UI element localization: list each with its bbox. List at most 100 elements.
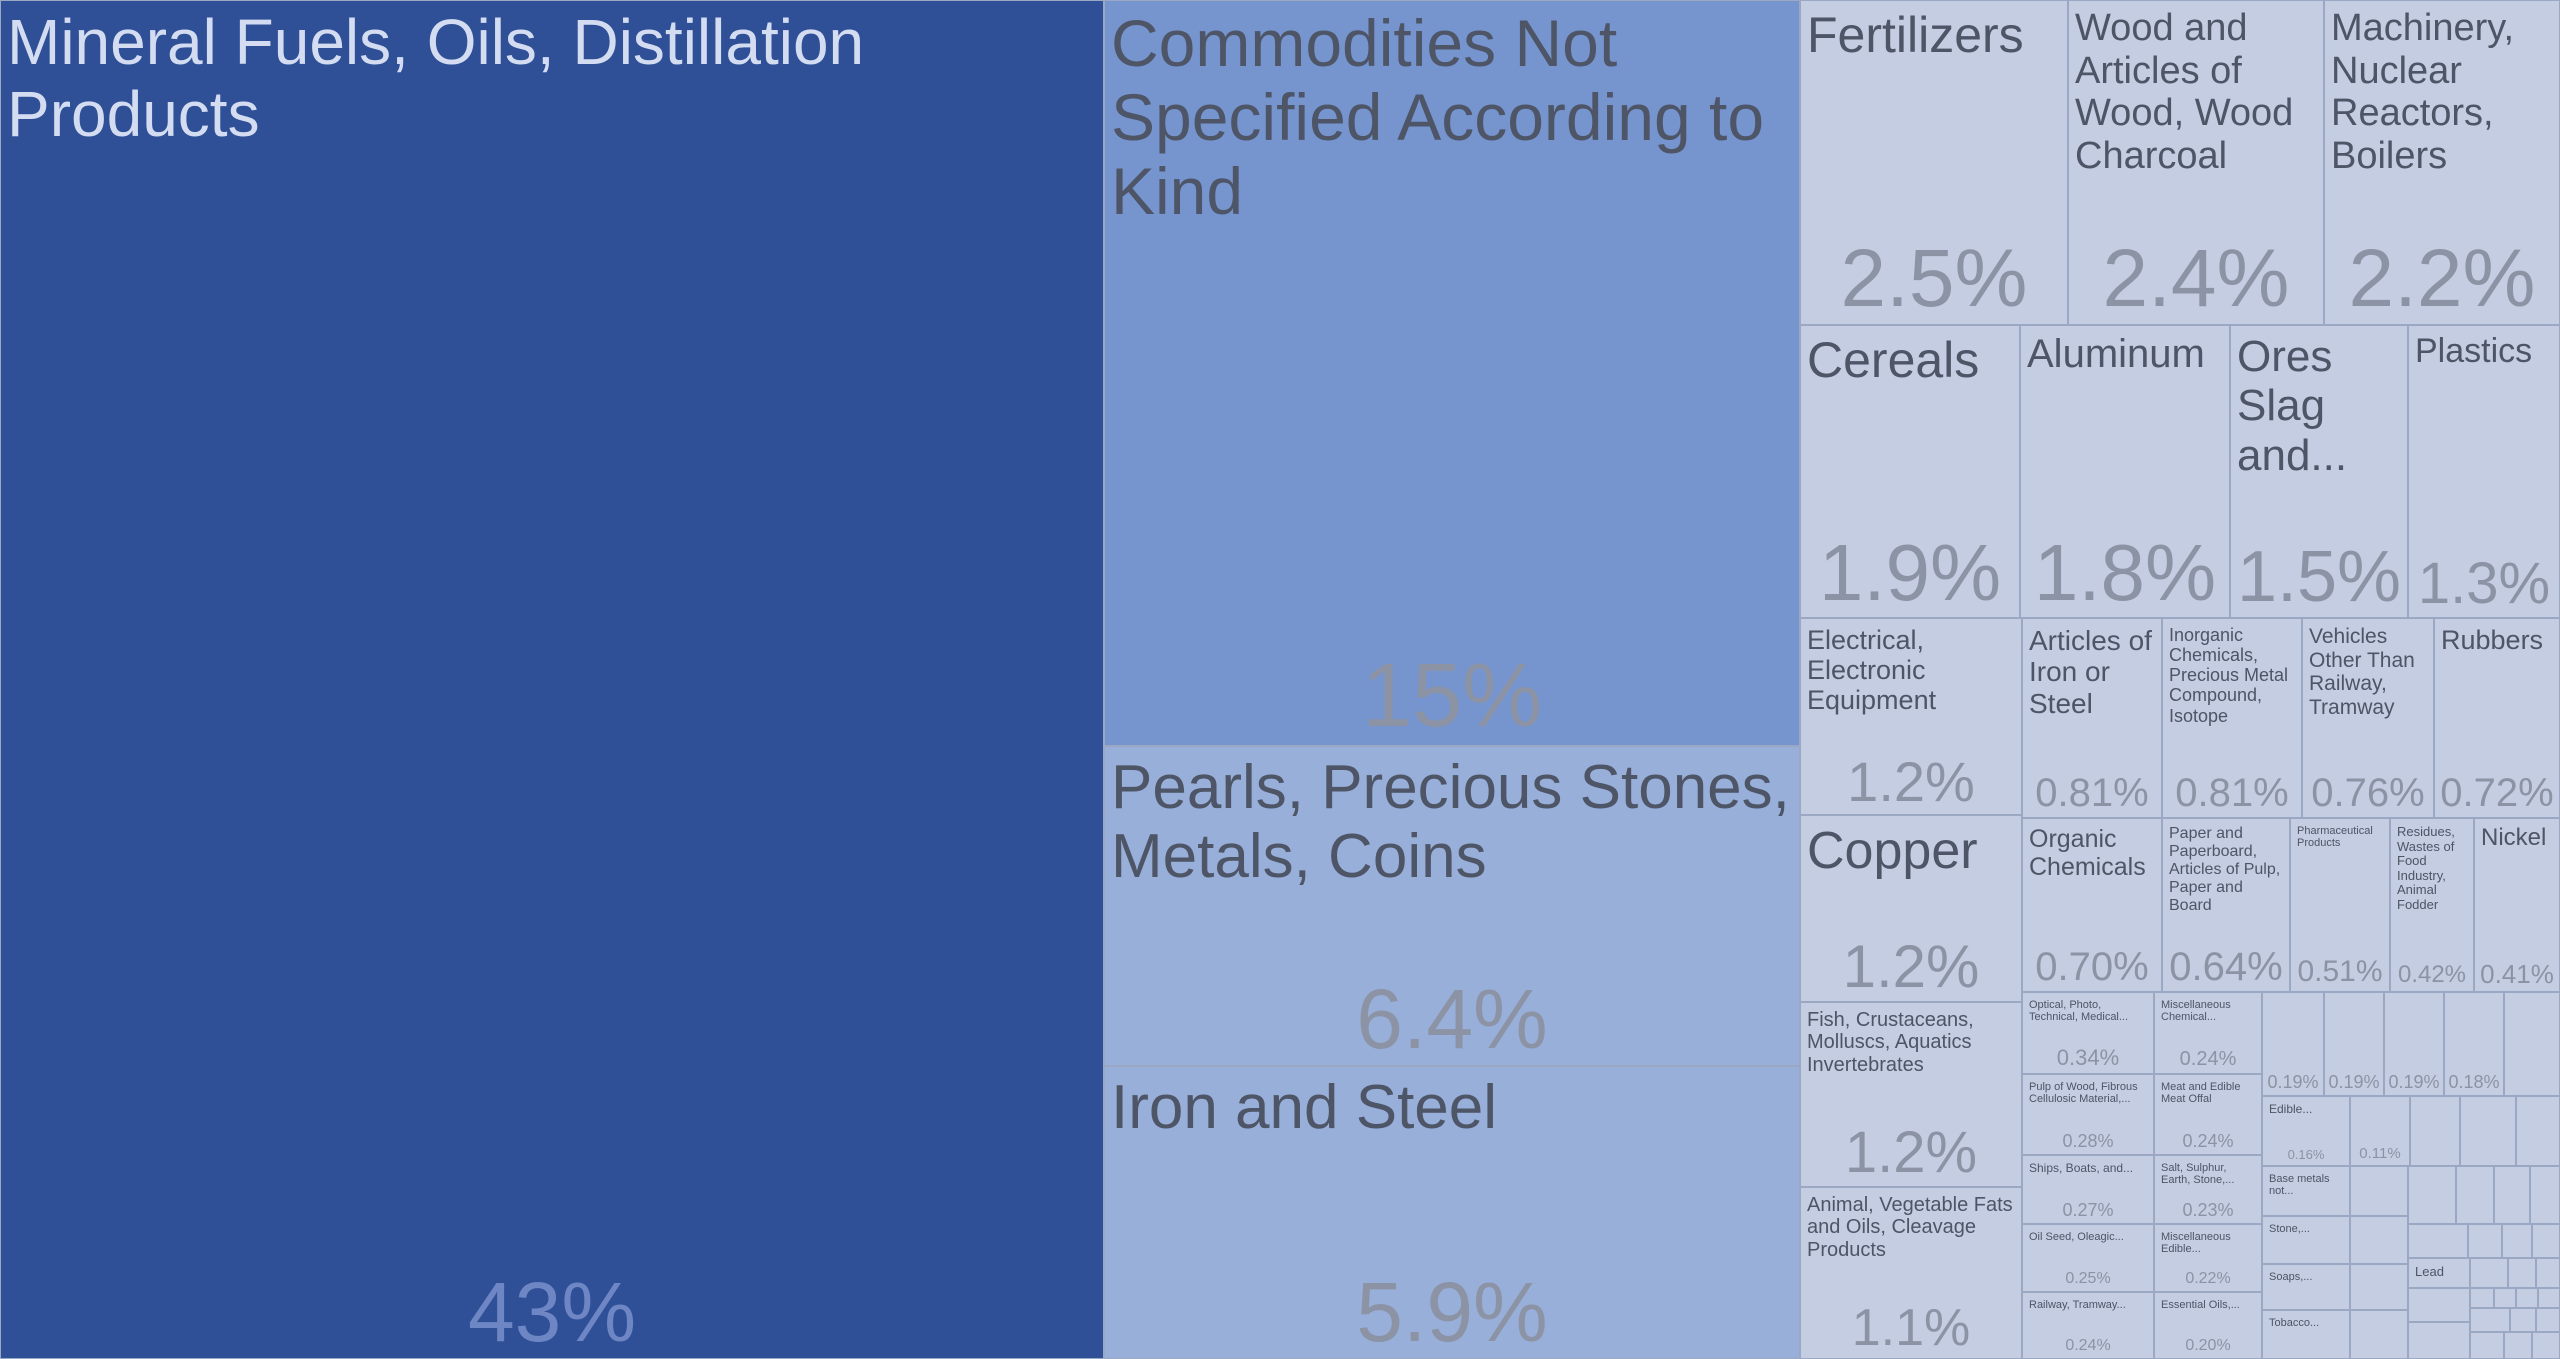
treemap-tile[interactable]: Railway, Tramway... 0.24%: [2022, 1292, 2154, 1359]
treemap-tile[interactable]: 0.19%: [2384, 992, 2444, 1096]
treemap-tile-small[interactable]: [2516, 1288, 2538, 1308]
treemap-tile-small[interactable]: [2350, 1264, 2408, 1310]
treemap-tile[interactable]: Animal, Vegetable Fats and Oils, Cleavag…: [1800, 1187, 2022, 1359]
treemap-tile-small[interactable]: [2470, 1258, 2508, 1288]
treemap-tile[interactable]: Miscellaneous Chemical... 0.24%: [2154, 992, 2262, 1074]
tile-value: 0.27%: [2062, 1200, 2114, 1220]
treemap-tile-small[interactable]: [2470, 1288, 2494, 1308]
treemap-tile[interactable]: Salt, Sulphur, Earth, Stone,... 0.23%: [2154, 1155, 2262, 1224]
treemap-tile[interactable]: Fish, Crustaceans, Molluscs, Aquatics In…: [1800, 1002, 2022, 1187]
treemap-tile[interactable]: Optical, Photo, Technical, Medical... 0.3…: [2022, 992, 2154, 1074]
treemap-tile[interactable]: Essential Oils,... 0.20%: [2154, 1292, 2262, 1359]
tile-value: 0.70%: [2035, 945, 2149, 989]
treemap-tile[interactable]: Stone,...: [2262, 1216, 2350, 1264]
tile-value: 0.19%: [2388, 1072, 2440, 1092]
treemap-tile-small[interactable]: [2494, 1288, 2516, 1308]
treemap-tile[interactable]: Pharmaceutical Products 0.51%: [2290, 818, 2390, 992]
treemap-tile-small[interactable]: [2408, 1288, 2470, 1322]
tile-value: 0.24%: [2065, 1337, 2111, 1354]
treemap-tile-small[interactable]: [2502, 1224, 2532, 1258]
treemap-tile[interactable]: Pulp of Wood, Fibrous Cellulosic Materia…: [2022, 1074, 2154, 1155]
treemap-tile[interactable]: Copper 1.2%: [1800, 815, 2022, 1002]
tile-label: Soaps,...: [2269, 1271, 2313, 1283]
treemap-tile-small[interactable]: [2470, 1308, 2510, 1332]
treemap-tile[interactable]: Mineral Fuels, Oils, Distillation Produc…: [0, 0, 1104, 1359]
treemap-tile[interactable]: Paper and Paperboard, Articles of Pulp, …: [2162, 818, 2290, 992]
treemap-tile[interactable]: Oil Seed, Oleagic... 0.25%: [2022, 1224, 2154, 1292]
tile-label: Miscellaneous Edible...: [2161, 1231, 2231, 1256]
tile-label: Aluminum: [2027, 332, 2205, 376]
treemap-tile-small[interactable]: [2532, 1332, 2560, 1359]
treemap-tile[interactable]: Plastics 1.3%: [2408, 325, 2560, 618]
treemap-tile-small[interactable]: [2530, 1166, 2560, 1224]
treemap-tile[interactable]: Edible... 0.16%: [2262, 1096, 2350, 1166]
treemap-tile-small[interactable]: [2456, 1166, 2494, 1224]
tile-value: 2.5%: [1840, 233, 2028, 324]
treemap-tile[interactable]: Miscellaneous Edible... 0.22%: [2154, 1224, 2262, 1292]
tile-label: Base metals not...: [2269, 1173, 2330, 1198]
tile-label: Cereals: [1807, 332, 1980, 388]
treemap-tile-small[interactable]: [2508, 1258, 2536, 1288]
treemap-tile[interactable]: Residues, Wastes of Food Industry, Anima…: [2390, 818, 2474, 992]
tile-value: 5.9%: [1356, 1265, 1548, 1359]
treemap-tile[interactable]: Tobacco...: [2262, 1310, 2350, 1359]
treemap-tile-small[interactable]: [2532, 1224, 2560, 1258]
treemap-tile[interactable]: Base metals not...: [2262, 1166, 2350, 1216]
treemap-tile-small[interactable]: [2350, 1310, 2408, 1359]
tile-value: 1.3%: [2417, 551, 2551, 616]
treemap-tile[interactable]: Organic Chemicals 0.70%: [2022, 818, 2162, 992]
treemap-tile-small[interactable]: [2408, 1224, 2468, 1258]
treemap-tile[interactable]: 0.11%: [2350, 1096, 2410, 1166]
treemap-tile[interactable]: Aluminum 1.8%: [2020, 325, 2230, 618]
tile-value: 0.34%: [2056, 1045, 2120, 1070]
treemap-tile[interactable]: Electrical, Electronic Equipment 1.2%: [1800, 618, 2022, 815]
treemap-tile[interactable]: Iron and Steel 5.9%: [1104, 1066, 1800, 1359]
treemap-tile[interactable]: Meat and Edible Meat Offal 0.24%: [2154, 1074, 2262, 1155]
treemap-tile[interactable]: Lead: [2408, 1258, 2470, 1288]
tile-label: Essential Oils,...: [2161, 1299, 2240, 1311]
treemap-tile-small[interactable]: [2504, 992, 2560, 1096]
tile-label: Pearls, Precious Stones, Metals, Coins: [1111, 753, 1790, 892]
tile-value: 1.2%: [1844, 1120, 1978, 1185]
treemap-tile[interactable]: Ships, Boats, and... 0.27%: [2022, 1155, 2154, 1224]
treemap-tile[interactable]: Wood and Articles of Wood, Wood Charcoal…: [2068, 0, 2324, 325]
treemap-tile-small[interactable]: [2468, 1224, 2502, 1258]
tile-value: 2.2%: [2348, 233, 2536, 324]
treemap-tile[interactable]: Nickel 0.41%: [2474, 818, 2560, 992]
treemap-tile[interactable]: 0.18%: [2444, 992, 2504, 1096]
treemap-tile-small[interactable]: [2504, 1332, 2532, 1359]
tile-value: 0.19%: [2328, 1072, 2380, 1092]
treemap-tile-small[interactable]: [2410, 1096, 2460, 1166]
treemap-tile-small[interactable]: [2350, 1216, 2408, 1264]
treemap-tile[interactable]: Articles of Iron or Steel 0.81%: [2022, 618, 2162, 818]
treemap-tile[interactable]: Ores Slag and... 1.5%: [2230, 325, 2408, 618]
tile-label: Pharmaceutical Products: [2297, 825, 2373, 850]
treemap-tile[interactable]: Cereals 1.9%: [1800, 325, 2020, 618]
tile-label: Inorganic Chemicals, Precious Metal Comp…: [2169, 625, 2289, 726]
treemap-tile-small[interactable]: [2460, 1096, 2516, 1166]
treemap-tile[interactable]: Vehicles Other Than Railway, Tramway 0.76…: [2302, 618, 2434, 818]
treemap-tile[interactable]: Pearls, Precious Stones, Metals, Coins 6.…: [1104, 746, 1800, 1066]
treemap-tile-small[interactable]: [2350, 1166, 2408, 1216]
treemap-tile-small[interactable]: [2516, 1096, 2560, 1166]
treemap-tile[interactable]: 0.19%: [2262, 992, 2324, 1096]
treemap-tile[interactable]: Machinery, Nuclear Reactors, Boilers 2.2%: [2324, 0, 2560, 325]
treemap-tile[interactable]: Commodities Not Specified According to K…: [1104, 0, 1800, 746]
tile-value: 0.42%: [2397, 961, 2467, 988]
treemap-tile-small[interactable]: [2536, 1308, 2560, 1332]
treemap-tile-small[interactable]: [2494, 1166, 2530, 1224]
treemap-tile-small[interactable]: [2470, 1332, 2504, 1359]
treemap-tile[interactable]: Fertilizers 2.5%: [1800, 0, 2068, 325]
treemap-tile-small[interactable]: [2538, 1288, 2560, 1308]
tile-label: Fish, Crustaceans, Molluscs, Aquatics In…: [1807, 1009, 1974, 1076]
treemap-tile[interactable]: 0.19%: [2324, 992, 2384, 1096]
treemap-tile-small[interactable]: [2536, 1258, 2560, 1288]
treemap-tile-small[interactable]: [2408, 1322, 2470, 1359]
tile-value: 0.72%: [2440, 771, 2554, 815]
treemap-tile[interactable]: Rubbers 0.72%: [2434, 618, 2560, 818]
treemap-tile-small[interactable]: [2510, 1308, 2536, 1332]
treemap-tile-small[interactable]: [2408, 1166, 2456, 1224]
treemap-tile[interactable]: Soaps,...: [2262, 1264, 2350, 1310]
treemap-tile[interactable]: Inorganic Chemicals, Precious Metal Comp…: [2162, 618, 2302, 818]
